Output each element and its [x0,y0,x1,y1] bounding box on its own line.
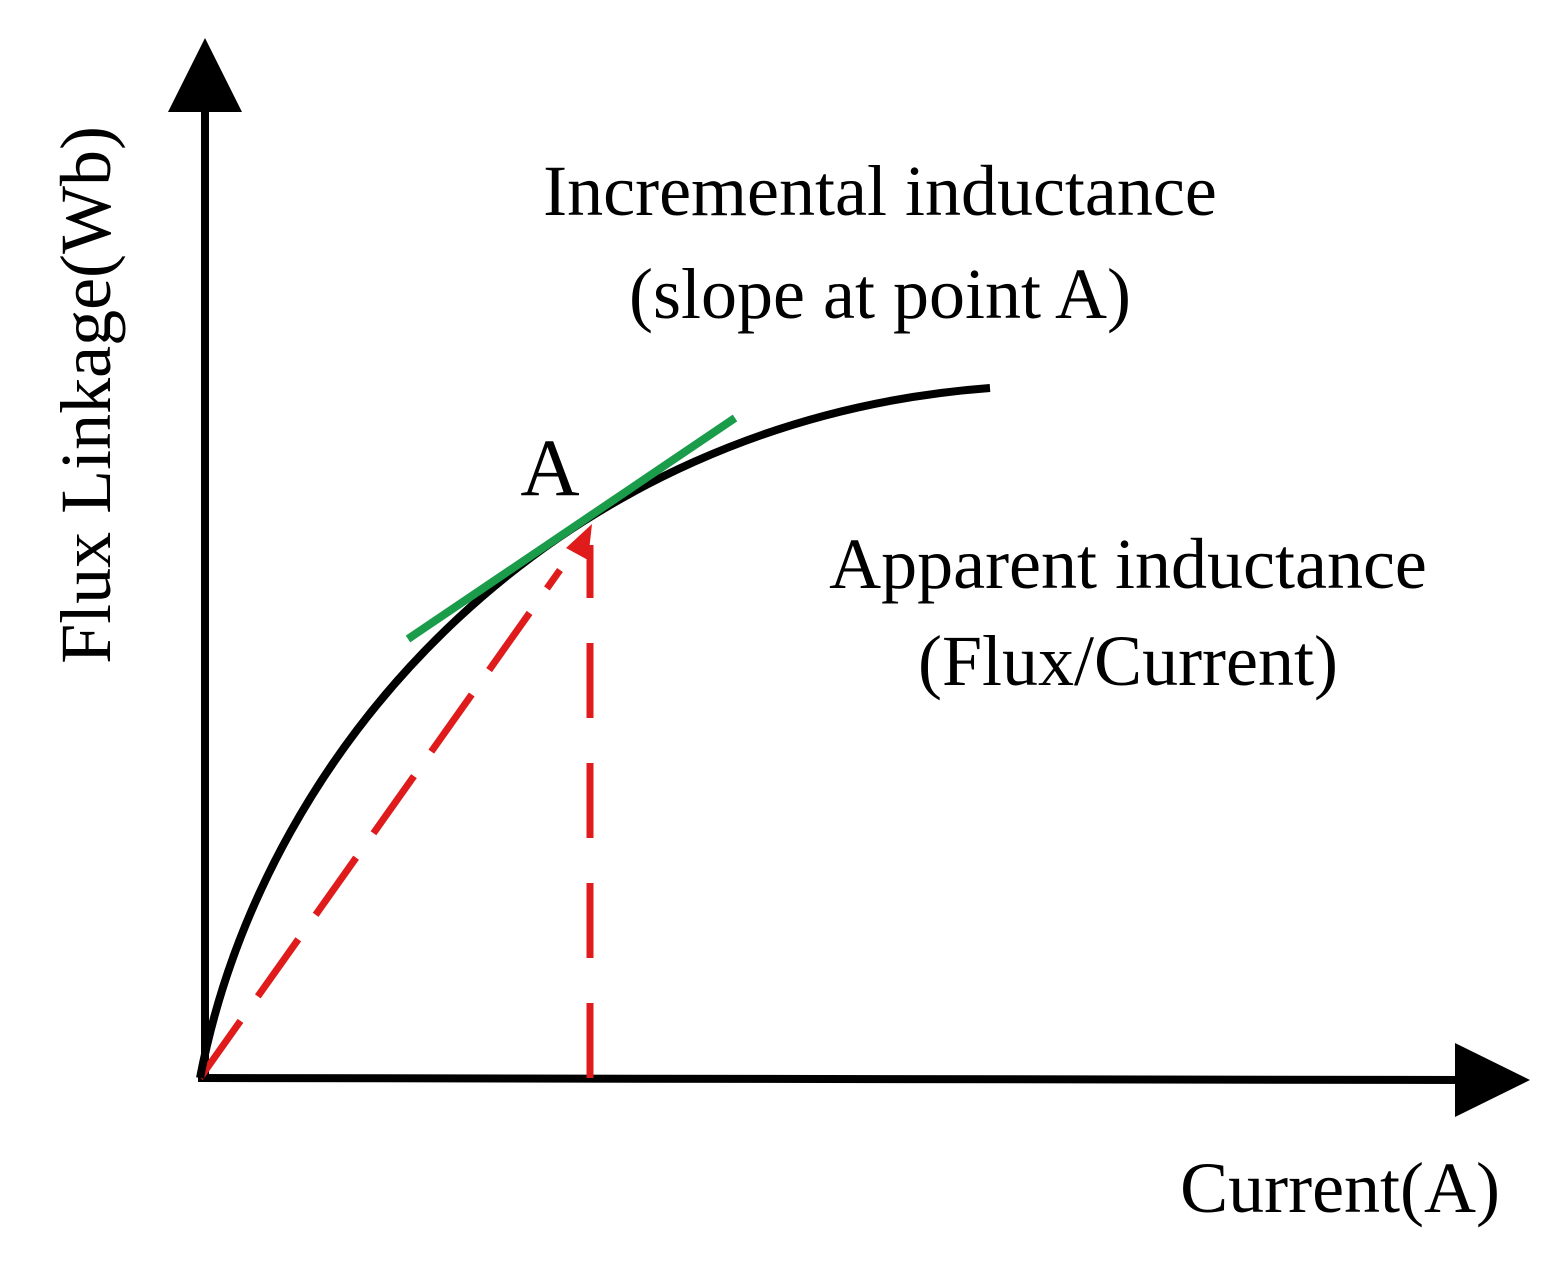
annotation: Incremental inductance [543,151,1217,231]
x-axis-arrow [1455,1043,1530,1117]
flux-curve [196,384,991,1079]
annotation: (slope at point A) [629,254,1131,334]
x-axis-label: Current(A) [1180,1148,1500,1228]
apparent-line [197,567,563,1081]
y-axis-label: Flux Linkage(Wb) [46,126,126,664]
annotation: (Flux/Current) [918,621,1338,701]
point-label: A [520,422,579,513]
tangent-line [405,414,738,643]
arrowhead [566,524,592,560]
x-axis [197,1074,1466,1084]
y-axis-arrow [168,38,242,112]
annotation: Apparent inductance [829,524,1427,604]
